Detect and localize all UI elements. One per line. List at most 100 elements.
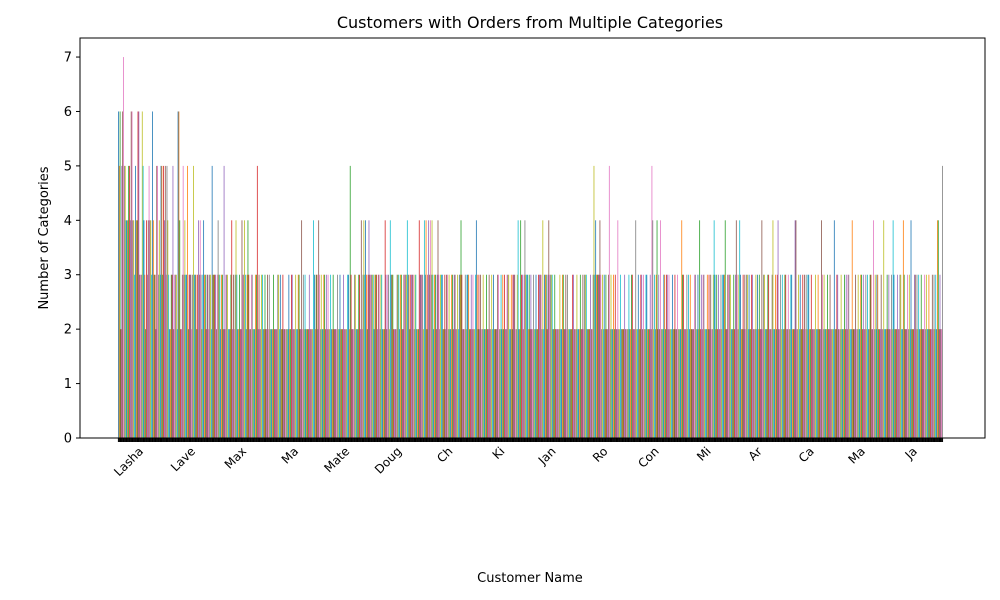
- bar: [764, 329, 766, 438]
- bar: [677, 329, 679, 438]
- bar: [256, 165, 258, 438]
- bar: [817, 274, 819, 438]
- bar: [781, 274, 783, 438]
- bar: [705, 329, 707, 438]
- bar: [940, 329, 942, 438]
- bar: [136, 220, 138, 438]
- bar: [142, 165, 144, 438]
- bar: [608, 274, 609, 438]
- bar: [517, 220, 519, 438]
- bar: [475, 274, 476, 438]
- bar: [541, 329, 543, 438]
- bar: [637, 274, 639, 438]
- bar: [493, 274, 494, 438]
- bar: [851, 220, 853, 438]
- bar: [933, 274, 935, 438]
- bar: [446, 274, 447, 438]
- bar: [896, 274, 898, 438]
- bar: [853, 329, 855, 438]
- bar: [916, 274, 918, 438]
- bar: [427, 274, 429, 438]
- bar: [548, 220, 550, 438]
- bar: [539, 274, 541, 438]
- bar: [510, 274, 512, 438]
- bar: [227, 329, 229, 438]
- bar: [552, 329, 554, 438]
- bar: [314, 329, 316, 438]
- bar: [292, 329, 294, 438]
- bar: [732, 329, 734, 438]
- bar: [326, 329, 328, 438]
- bar: [458, 274, 460, 438]
- bar: [666, 274, 667, 438]
- bar: [860, 274, 862, 438]
- bar: [152, 220, 154, 438]
- bar: [861, 274, 862, 438]
- bar: [694, 274, 696, 438]
- bar: [244, 220, 245, 438]
- bar: [175, 274, 177, 438]
- bar: [509, 329, 510, 438]
- bar: [575, 329, 577, 438]
- bar: [666, 274, 668, 438]
- bar: [387, 274, 389, 438]
- bar: [580, 329, 582, 438]
- bar: [295, 274, 297, 438]
- bar: [271, 329, 273, 438]
- bar: [741, 329, 743, 438]
- bar: [286, 329, 288, 438]
- bar: [805, 274, 807, 438]
- bar: [827, 329, 829, 438]
- bar: [260, 329, 262, 438]
- bar: [205, 329, 207, 438]
- bar: [419, 274, 421, 438]
- bar: [530, 274, 532, 438]
- bar: [526, 274, 528, 438]
- bar: [518, 329, 520, 438]
- bar: [761, 220, 763, 438]
- bar: [654, 329, 656, 438]
- bar: [479, 329, 481, 438]
- bar: [786, 329, 787, 438]
- bar: [551, 274, 553, 438]
- bar: [335, 329, 337, 438]
- bar: [723, 274, 724, 438]
- bar: [554, 274, 556, 438]
- bar: [118, 111, 119, 438]
- bar: [813, 329, 815, 438]
- bar: [772, 220, 774, 438]
- bar: [568, 329, 569, 438]
- bar: [919, 329, 921, 438]
- bar: [448, 274, 450, 438]
- bar: [412, 274, 414, 438]
- bar: [313, 220, 314, 438]
- bar: [308, 274, 310, 438]
- bar: [185, 274, 187, 438]
- bar: [588, 329, 590, 438]
- bar: [204, 274, 205, 438]
- bar: [819, 329, 821, 438]
- bar: [255, 274, 257, 438]
- bar: [718, 274, 719, 438]
- bar: [576, 274, 578, 438]
- bar: [801, 329, 803, 438]
- bar: [169, 329, 170, 438]
- bar: [559, 274, 561, 438]
- bar: [466, 274, 468, 438]
- bar: [595, 220, 597, 438]
- bar: [883, 220, 885, 438]
- bar: [832, 329, 833, 438]
- bar: [245, 329, 247, 438]
- bar: [135, 165, 136, 438]
- bar: [285, 329, 287, 438]
- bar: [489, 329, 491, 438]
- bar: [892, 220, 894, 438]
- bar: [230, 274, 232, 438]
- bar: [751, 274, 753, 438]
- bar: [844, 329, 846, 438]
- bar: [153, 274, 155, 438]
- bar: [810, 274, 812, 438]
- bar: [348, 274, 349, 438]
- bar: [932, 329, 934, 438]
